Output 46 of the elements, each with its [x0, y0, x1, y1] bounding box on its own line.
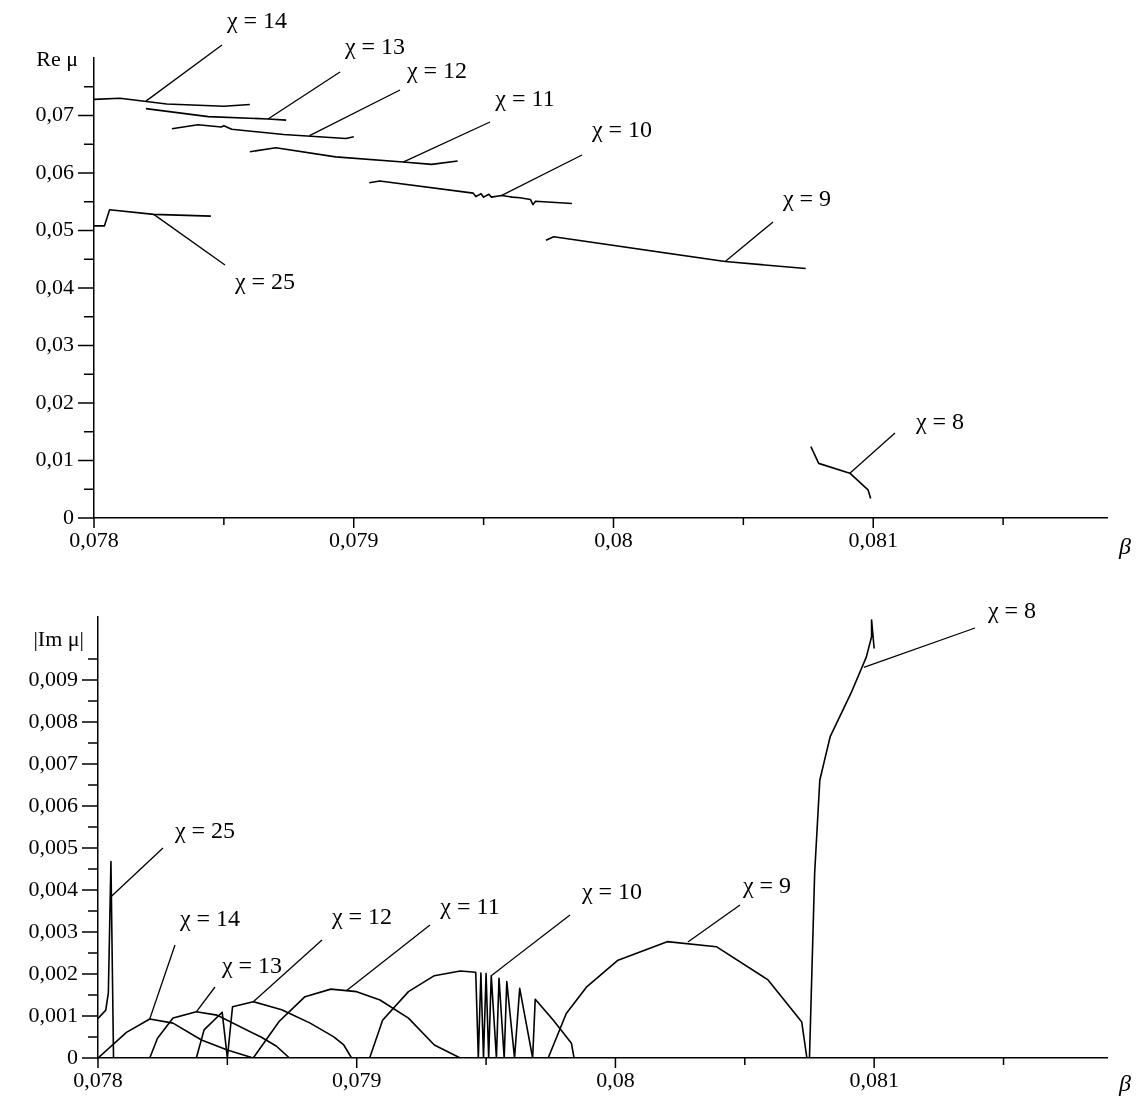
x-tick-label: 0,078 — [73, 1066, 123, 1092]
y-tick-label: 0,06 — [35, 158, 74, 184]
y-tick-label: 0,07 — [35, 101, 74, 127]
annotation: χ = 14 — [225, 7, 288, 34]
y-tick-label: 0,003 — [28, 917, 78, 943]
y-tick-label: 0 — [63, 503, 74, 529]
x-tick-label: 0,08 — [594, 526, 633, 552]
x-tick-label: 0,078 — [69, 526, 119, 552]
y-axis-title: Re μ — [36, 45, 78, 71]
y-tick-label: 0,04 — [35, 273, 74, 299]
annotation: χ = 12 — [405, 57, 468, 84]
annotation: χ = 12 — [330, 903, 393, 930]
y-tick-label: 0,02 — [35, 388, 74, 414]
y-tick-label: 0,03 — [35, 331, 74, 357]
y-tick-label: 0,05 — [35, 216, 74, 242]
annotation: χ = 9 — [741, 872, 792, 899]
annotation: χ = 13 — [220, 952, 283, 979]
annotation: χ = 10 — [590, 116, 653, 143]
x-tick-label: 0,081 — [848, 526, 898, 552]
annotation: χ = 10 — [580, 878, 643, 905]
annotation: χ = 9 — [781, 185, 832, 212]
annotation: χ = 25 — [233, 268, 296, 295]
annotation: χ = 8 — [914, 408, 965, 435]
x-tick-label: 0,079 — [331, 1066, 382, 1092]
x-tick-label: 0,08 — [596, 1066, 635, 1092]
annotation: χ = 11 — [439, 893, 500, 920]
annotation: χ = 14 — [178, 905, 241, 932]
y-tick-label: 0 — [67, 1043, 78, 1069]
y-axis-title: |Im μ| — [33, 625, 84, 651]
y-tick-label: 0,01 — [35, 446, 74, 472]
y-tick-label: 0,009 — [28, 665, 78, 691]
x-axis-title: β — [1118, 1070, 1132, 1097]
y-tick-label: 0,007 — [28, 749, 78, 775]
annotation: χ = 13 — [343, 33, 406, 60]
y-tick-label: 0,005 — [28, 833, 78, 859]
y-tick-label: 0,002 — [28, 959, 78, 985]
x-axis-title: β — [1118, 533, 1132, 560]
y-tick-label: 0,008 — [28, 707, 78, 733]
y-tick-label: 0,004 — [28, 875, 78, 901]
annotation: χ = 25 — [173, 817, 236, 844]
x-tick-label: 0,081 — [849, 1066, 899, 1092]
annotation: χ = 11 — [494, 85, 555, 112]
y-tick-label: 0,001 — [28, 1001, 78, 1027]
y-tick-label: 0,006 — [28, 791, 78, 817]
annotation: χ = 8 — [986, 597, 1037, 624]
x-tick-label: 0,079 — [328, 526, 379, 552]
